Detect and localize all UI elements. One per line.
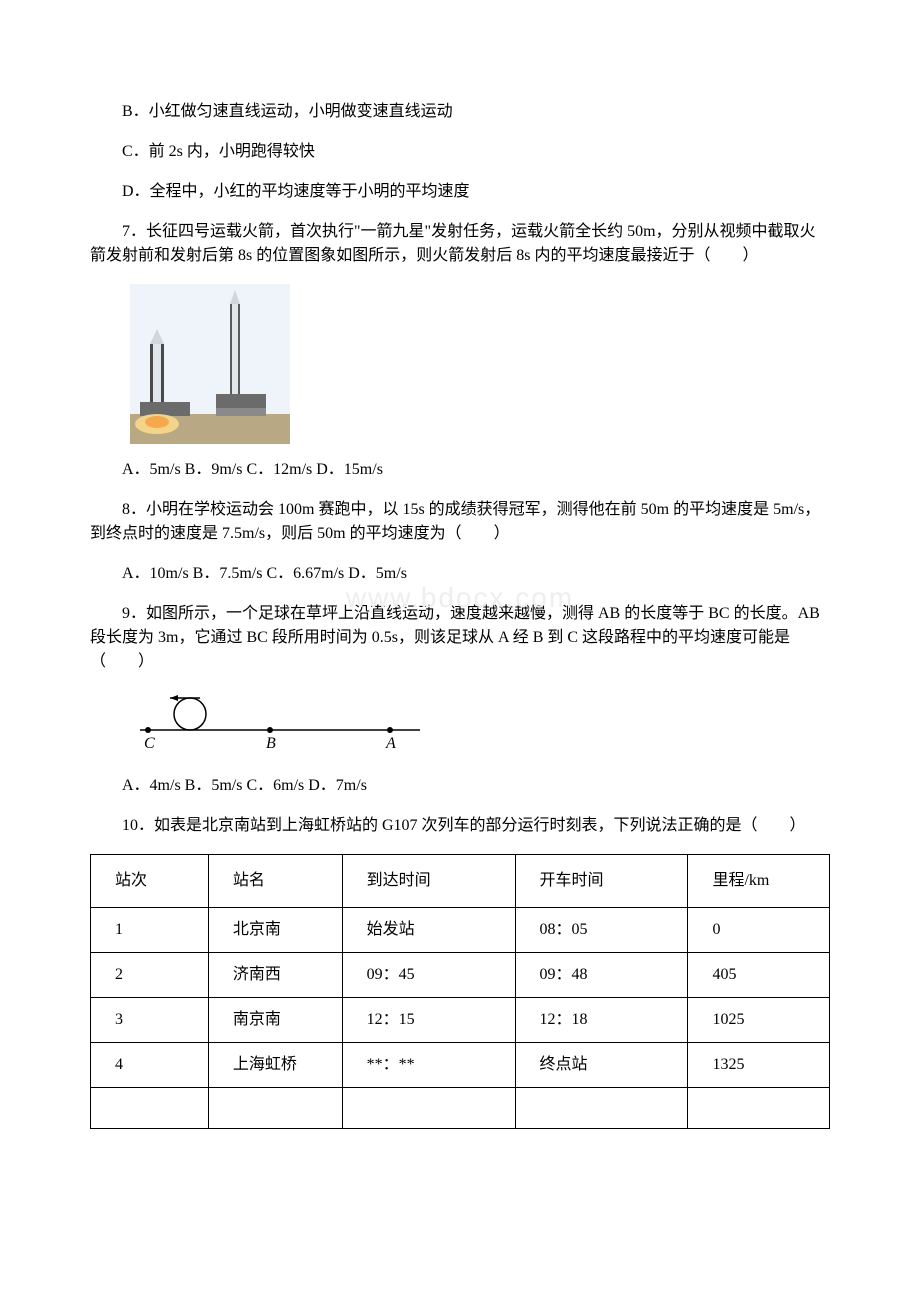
th-distance: 里程/km xyxy=(688,855,830,908)
cell xyxy=(342,1088,515,1129)
cell: 3 xyxy=(91,998,209,1043)
table-row: 4 上海虹桥 **：** 终点站 1325 xyxy=(91,1043,830,1088)
q9-figure: C B A xyxy=(130,690,830,760)
q7-figure xyxy=(130,284,830,444)
cell: 1025 xyxy=(688,998,830,1043)
th-station-name: 站名 xyxy=(208,855,342,908)
q9-options: A．4m/s B．5m/s C．6m/s D．7m/s xyxy=(90,774,830,798)
ball-line-diagram-icon: C B A xyxy=(130,690,430,760)
cell: 09：48 xyxy=(515,953,688,998)
th-arrival: 到达时间 xyxy=(342,855,515,908)
cell: 09：45 xyxy=(342,953,515,998)
watermark-wrap: www.bdocx.com 9．如图所示，一个足球在草坪上沿直线运动，速度越来越… xyxy=(90,602,830,674)
cell: 始发站 xyxy=(342,908,515,953)
diagram-label-a: A xyxy=(385,735,396,752)
th-station-index: 站次 xyxy=(91,855,209,908)
cell xyxy=(91,1088,209,1129)
diagram-label-b: B xyxy=(266,735,276,752)
cell: 北京南 xyxy=(208,908,342,953)
cell xyxy=(515,1088,688,1129)
q6-option-d: D．全程中，小红的平均速度等于小明的平均速度 xyxy=(90,180,830,204)
q7-text: 7．长征四号运载火箭，首次执行"一箭九星"发射任务，运载火箭全长约 50m，分别… xyxy=(90,220,830,268)
cell: 0 xyxy=(688,908,830,953)
cell xyxy=(208,1088,342,1129)
q9-text: 9．如图所示，一个足球在草坪上沿直线运动，速度越来越慢，测得 AB 的长度等于 … xyxy=(90,602,830,674)
q8-text: 8．小明在学校运动会 100m 赛跑中，以 15s 的成绩获得冠军，测得他在前 … xyxy=(90,498,830,546)
table-row-empty xyxy=(91,1088,830,1129)
cell: 1 xyxy=(91,908,209,953)
cell: 终点站 xyxy=(515,1043,688,1088)
cell: 1325 xyxy=(688,1043,830,1088)
cell: 济南西 xyxy=(208,953,342,998)
train-timetable: 站次 站名 到达时间 开车时间 里程/km 1 北京南 始发站 08：05 0 … xyxy=(90,854,830,1129)
q6-option-b: B．小红做匀速直线运动，小明做变速直线运动 xyxy=(90,100,830,124)
document-page: B．小红做匀速直线运动，小明做变速直线运动 C．前 2s 内，小明跑得较快 D．… xyxy=(0,0,920,1302)
cell: 2 xyxy=(91,953,209,998)
cell: 12：15 xyxy=(342,998,515,1043)
cell: 上海虹桥 xyxy=(208,1043,342,1088)
cell xyxy=(688,1088,830,1129)
table-row: 2 济南西 09：45 09：48 405 xyxy=(91,953,830,998)
rocket-launch-icon xyxy=(130,284,290,444)
diagram-label-c: C xyxy=(144,735,155,752)
q6-option-c: C．前 2s 内，小明跑得较快 xyxy=(90,140,830,164)
cell: 08：05 xyxy=(515,908,688,953)
table-header-row: 站次 站名 到达时间 开车时间 里程/km xyxy=(91,855,830,908)
cell: 405 xyxy=(688,953,830,998)
cell: 4 xyxy=(91,1043,209,1088)
q10-text: 10．如表是北京南站到上海虹桥站的 G107 次列车的部分运行时刻表，下列说法正… xyxy=(90,814,830,838)
q8-options: A．10m/s B．7.5m/s C．6.67m/s D．5m/s xyxy=(90,562,830,586)
cell: **：** xyxy=(342,1043,515,1088)
cell: 12：18 xyxy=(515,998,688,1043)
table-row: 3 南京南 12：15 12：18 1025 xyxy=(91,998,830,1043)
cell: 南京南 xyxy=(208,998,342,1043)
th-depart: 开车时间 xyxy=(515,855,688,908)
table-row: 1 北京南 始发站 08：05 0 xyxy=(91,908,830,953)
q7-options: A．5m/s B．9m/s C．12m/s D．15m/s xyxy=(90,458,830,482)
